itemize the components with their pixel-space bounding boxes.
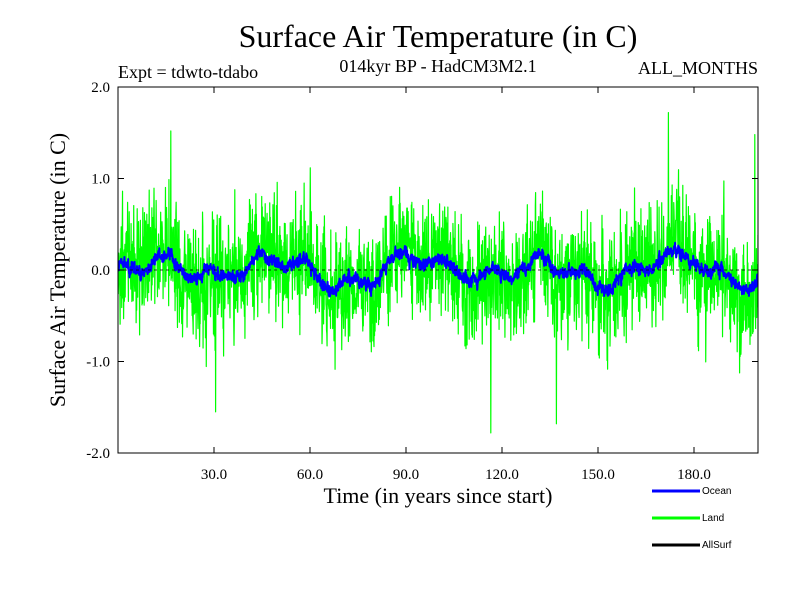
x-tick-label: 30.0 (201, 467, 227, 483)
legend: Ocean Land AllSurf (652, 486, 732, 551)
y-axis: -2.0 -1.0 0.0 1.0 2.0 (86, 80, 758, 462)
y-tick-label: 1.0 (91, 172, 110, 188)
chart-title: Surface Air Temperature (in C) (239, 18, 638, 54)
y-tick-label: 2.0 (91, 80, 110, 96)
y-tick-label: 0.0 (91, 263, 110, 279)
x-tick-label: 150.0 (581, 467, 615, 483)
x-tick-label: 60.0 (297, 467, 323, 483)
series-ocean-line (118, 241, 758, 298)
x-tick-label: 90.0 (393, 467, 419, 483)
chart-subtitle: 014kyr BP - HadCM3M2.1 (339, 56, 536, 76)
legend-label-land: Land (702, 513, 724, 524)
period-label: ALL_MONTHS (638, 58, 758, 78)
y-tick-label: -1.0 (86, 355, 110, 371)
y-axis-label: Surface Air Temperature (in C) (45, 133, 70, 407)
x-tick-label: 180.0 (677, 467, 711, 483)
x-axis: 30.0 60.0 90.0 120.0 150.0 180.0 (201, 87, 711, 483)
legend-label-allsurf: AllSurf (702, 540, 732, 551)
x-tick-label: 120.0 (485, 467, 519, 483)
expt-label: Expt = tdwto-tdabo (118, 62, 258, 82)
y-tick-label: -2.0 (86, 446, 110, 462)
legend-label-ocean: Ocean (702, 486, 731, 497)
x-axis-label: Time (in years since start) (324, 483, 553, 508)
